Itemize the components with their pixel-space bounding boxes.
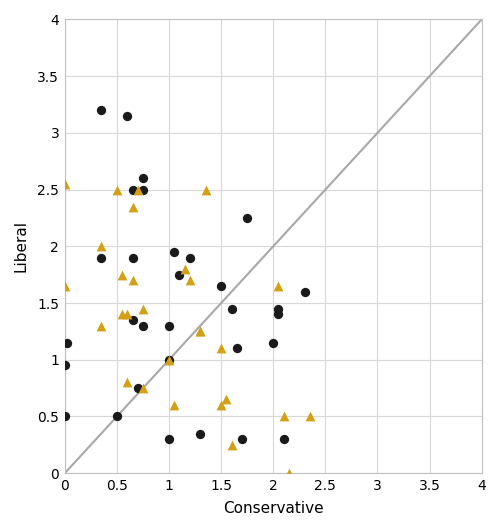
X-axis label: Conservative: Conservative xyxy=(223,501,324,516)
Point xyxy=(139,186,147,194)
Point xyxy=(270,339,278,347)
Point xyxy=(118,310,126,319)
Point xyxy=(98,322,106,330)
Point xyxy=(274,282,282,290)
Point xyxy=(202,186,209,194)
Point xyxy=(165,356,173,364)
Point xyxy=(98,253,106,262)
Point xyxy=(285,469,293,478)
Point xyxy=(196,327,204,335)
Point xyxy=(128,316,136,324)
Point xyxy=(233,344,241,352)
Point xyxy=(128,186,136,194)
Point xyxy=(300,287,308,296)
Point xyxy=(124,310,132,319)
Point xyxy=(274,310,282,319)
Point xyxy=(61,361,69,370)
Point xyxy=(61,180,69,188)
Point xyxy=(170,248,178,256)
Point xyxy=(180,265,188,273)
Point xyxy=(124,112,132,120)
Point xyxy=(128,202,136,211)
Point xyxy=(139,304,147,313)
Point xyxy=(217,401,225,409)
Point xyxy=(165,356,173,364)
Point xyxy=(61,282,69,290)
Point xyxy=(228,304,235,313)
Point xyxy=(165,435,173,444)
Point xyxy=(196,429,204,438)
Point xyxy=(280,435,287,444)
Point xyxy=(134,186,141,194)
Point xyxy=(61,412,69,421)
Point xyxy=(98,106,106,114)
Point xyxy=(165,322,173,330)
Point xyxy=(134,384,141,392)
Point xyxy=(222,395,230,404)
Y-axis label: Liberal: Liberal xyxy=(14,220,29,272)
Point xyxy=(113,412,121,421)
Point xyxy=(113,186,121,194)
Point xyxy=(139,322,147,330)
Point xyxy=(128,276,136,285)
Point xyxy=(128,253,136,262)
Point xyxy=(217,282,225,290)
Point xyxy=(139,174,147,182)
Point xyxy=(243,214,251,222)
Point xyxy=(238,435,246,444)
Point xyxy=(306,412,314,421)
Point xyxy=(124,378,132,387)
Point xyxy=(63,339,71,347)
Point xyxy=(118,270,126,279)
Point xyxy=(139,384,147,392)
Point xyxy=(196,327,204,335)
Point xyxy=(186,276,194,285)
Point xyxy=(176,270,184,279)
Point xyxy=(228,440,235,449)
Point xyxy=(217,344,225,352)
Point xyxy=(186,253,194,262)
Point xyxy=(274,304,282,313)
Point xyxy=(280,412,287,421)
Point xyxy=(170,401,178,409)
Point xyxy=(98,242,106,251)
